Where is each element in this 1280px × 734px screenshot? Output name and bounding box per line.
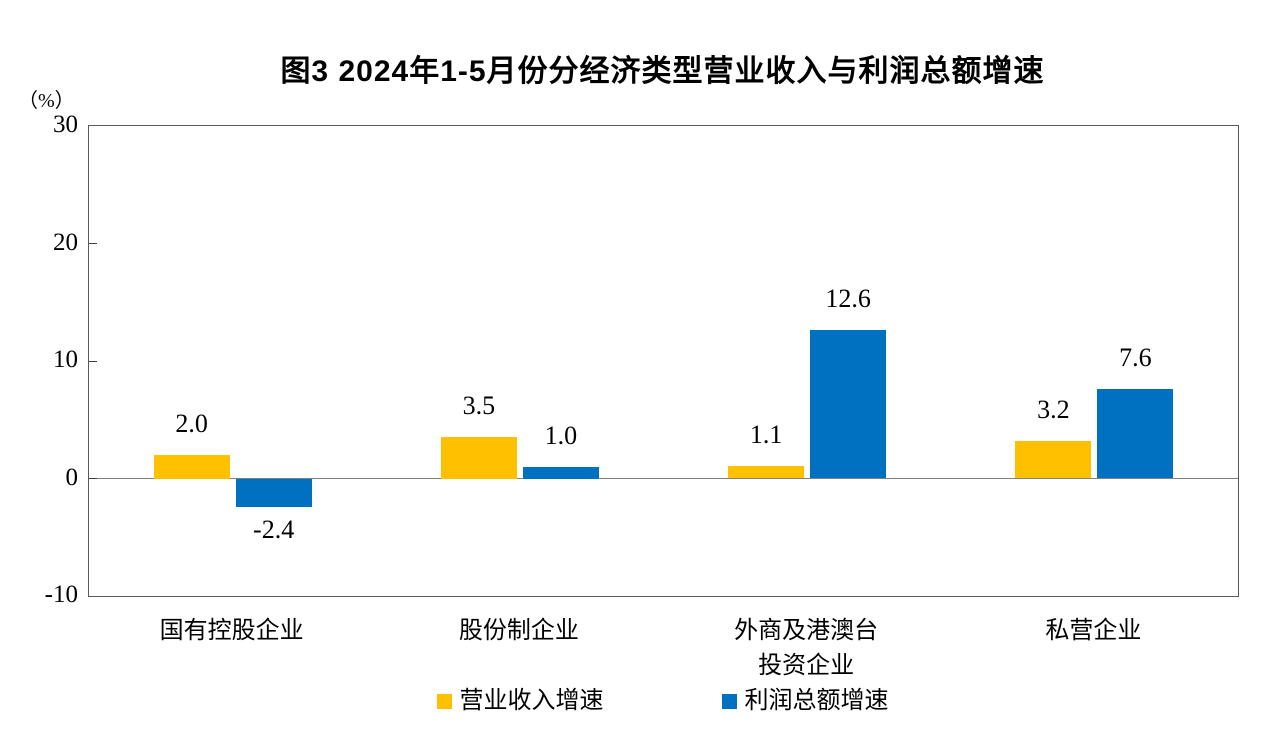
legend-swatch-icon — [721, 693, 737, 709]
bar-revenue-1 — [440, 437, 517, 479]
bar-revenue-3 — [1015, 440, 1092, 479]
y-axis-tick-mark — [89, 243, 97, 244]
zero-axis-line — [89, 478, 1238, 479]
bar-revenue-2 — [728, 465, 805, 479]
x-axis-label-0: 国有控股企业 — [159, 618, 304, 644]
chart-title: 图3 2024年1-5月份分经济类型营业收入与利润总额增速 — [280, 55, 1045, 88]
bar-value-label: 2.0 — [175, 409, 208, 438]
x-axis-label-3: 私营企业 — [1045, 618, 1142, 644]
y-axis-tick-label: 20 — [53, 228, 78, 256]
legend: 营业收入增速 利润总额增速 — [88, 688, 1237, 714]
legend-swatch-icon — [436, 693, 452, 709]
bar-revenue-0 — [153, 455, 230, 479]
y-axis-tick-mark — [89, 478, 97, 479]
y-axis-tick-label: 0 — [65, 463, 79, 491]
bar-value-label: 3.2 — [1037, 394, 1070, 424]
bar-profit-0 — [235, 478, 312, 507]
y-axis-tick-label: -10 — [44, 581, 78, 608]
legend-item-revenue: 营业收入增速 — [436, 688, 604, 714]
bar-value-label: 12.6 — [825, 284, 871, 314]
legend-item-profit: 利润总额增速 — [721, 688, 889, 714]
x-axis-category-labels: 国有控股企业 股份制企业 外商及港澳台 投资企业 私营企业 — [88, 614, 1237, 684]
bar-profit-3 — [1097, 389, 1174, 479]
plot-area: 2.0 -2.4 3.5 1.0 1.1 12.6 3.2 7.6 — [88, 125, 1239, 597]
legend-label: 利润总额增速 — [744, 688, 889, 714]
y-axis-tick-mark — [89, 360, 97, 362]
bar-profit-2 — [810, 330, 887, 479]
bar-profit-1 — [522, 466, 599, 479]
legend-label: 营业收入增速 — [459, 688, 604, 714]
bar-value-label: 3.5 — [462, 391, 496, 421]
x-axis-label-1: 股份制企业 — [458, 618, 579, 644]
y-axis-unit-label: （%） — [18, 90, 75, 112]
bar-value-label: -2.4 — [253, 514, 295, 544]
y-axis-tick-label: 10 — [53, 346, 78, 373]
y-axis-tick-label: 30 — [53, 111, 78, 138]
bar-value-label: 1.0 — [544, 420, 578, 450]
x-axis-label-2: 外商及港澳台 投资企业 — [734, 618, 879, 679]
bar-value-label: 1.1 — [749, 419, 783, 449]
bar-value-label: 7.6 — [1119, 343, 1152, 373]
